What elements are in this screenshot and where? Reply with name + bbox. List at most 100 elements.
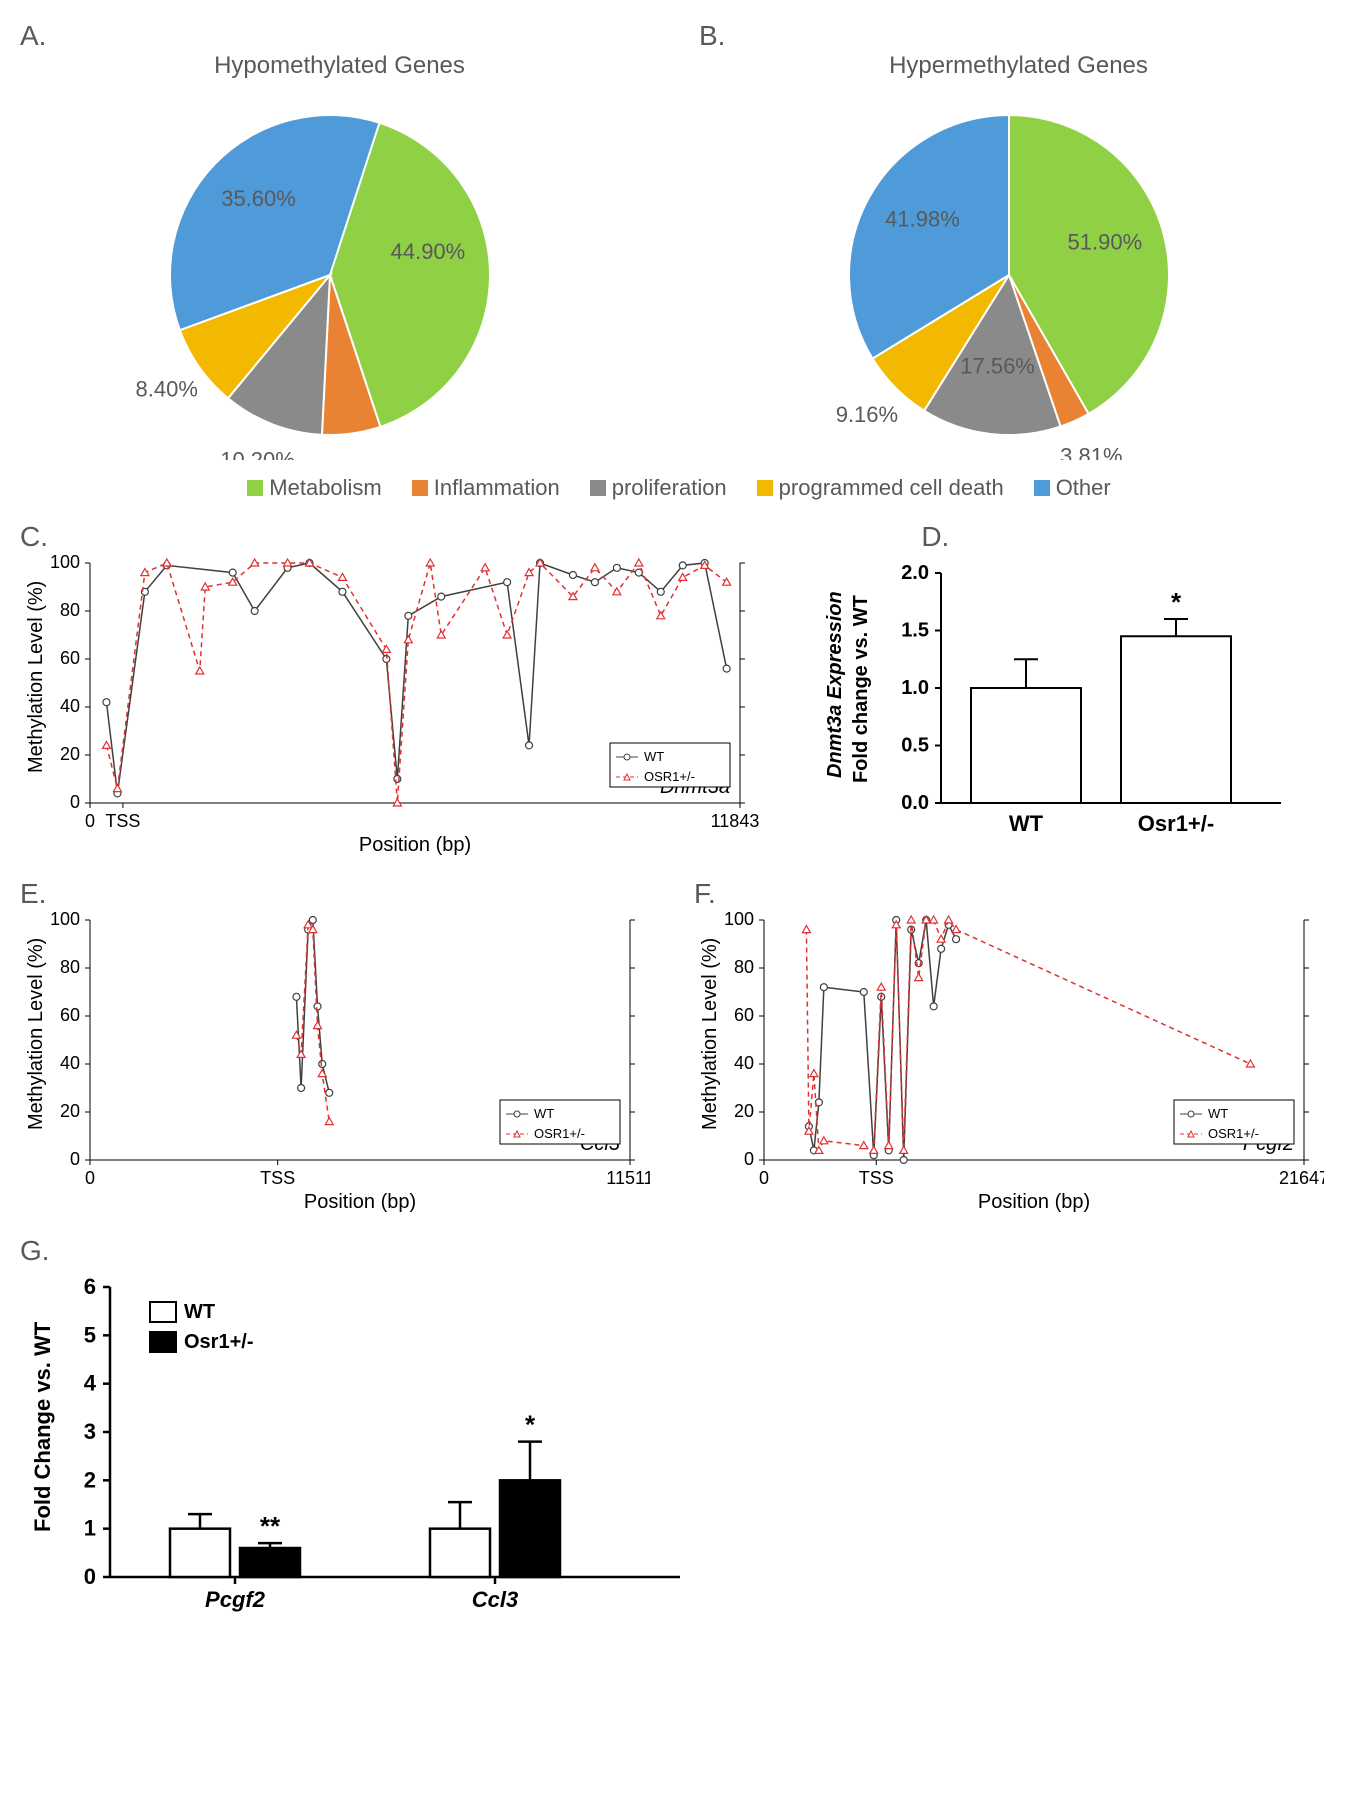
- svg-text:*: *: [525, 1410, 536, 1440]
- svg-text:Pcgf2: Pcgf2: [205, 1587, 266, 1612]
- svg-text:Methylation Level (%): Methylation Level (%): [25, 938, 47, 1130]
- svg-text:35.60%: 35.60%: [221, 186, 296, 211]
- svg-text:0: 0: [70, 792, 80, 812]
- svg-text:100: 100: [50, 910, 80, 929]
- legend-item: Metabolism: [247, 475, 381, 501]
- svg-text:17.56%: 17.56%: [960, 354, 1035, 379]
- svg-text:80: 80: [734, 957, 754, 977]
- svg-text:0: 0: [84, 1564, 96, 1589]
- chart-e-svg: 0204060801000TSS11511Methylation Level (…: [20, 910, 650, 1220]
- panel-a: A. Hypomethylated Genes 44.90% 5.90% 10.20…: [20, 20, 659, 465]
- svg-text:**: **: [260, 1511, 281, 1541]
- svg-text:WT: WT: [534, 1106, 554, 1121]
- svg-text:Methylation Level (%): Methylation Level (%): [25, 581, 47, 773]
- panel-b-title: Hypermethylated Genes: [699, 52, 1338, 80]
- panel-f-label: F.: [694, 878, 1338, 910]
- legend-item: Inflammation: [412, 475, 560, 501]
- pie-legend: Metabolism Inflammation proliferation progr…: [20, 475, 1338, 501]
- svg-text:20: 20: [60, 744, 80, 764]
- panel-g: G. 0123456Fold Change vs. WT**Pcgf2*Ccl3…: [20, 1235, 1338, 1632]
- svg-text:100: 100: [724, 910, 754, 929]
- svg-text:Position (bp): Position (bp): [978, 1191, 1090, 1213]
- panel-e: E. 0204060801000TSS11511Methylation Leve…: [20, 878, 664, 1225]
- pie-row: A. Hypomethylated Genes 44.90% 5.90% 10.20…: [20, 20, 1338, 465]
- pie-b-svg: 51.90%3.81%17.56%9.16%41.98%: [699, 80, 1319, 460]
- row-ef: E. 0 20 40 60 80 100 0 TSS 11511 Methylation Leve…: [20, 878, 1338, 1225]
- svg-text:2: 2: [84, 1467, 96, 1492]
- svg-text:80: 80: [60, 600, 80, 620]
- svg-text:44.90%: 44.90%: [391, 239, 466, 264]
- svg-text:0: 0: [85, 811, 95, 831]
- svg-text:Fold change vs. WT: Fold change vs. WT: [850, 595, 872, 783]
- svg-text:11511: 11511: [606, 1168, 650, 1188]
- svg-text:TSS: TSS: [105, 811, 140, 831]
- panel-f: F. 0204060801000TSS21647Methylation Leve…: [694, 878, 1338, 1225]
- figure-root: A. Hypomethylated Genes 44.90% 5.90% 10.20…: [20, 20, 1338, 1632]
- svg-text:10.20%: 10.20%: [220, 447, 295, 460]
- svg-text:100: 100: [50, 553, 80, 572]
- svg-text:*: *: [1171, 587, 1182, 617]
- svg-text:0.5: 0.5: [902, 735, 930, 757]
- legend-swatch: [757, 480, 773, 496]
- legend-label: Inflammation: [434, 475, 560, 501]
- svg-text:6: 6: [84, 1274, 96, 1299]
- panel-a-title: Hypomethylated Genes: [20, 52, 659, 80]
- svg-text:TSS: TSS: [859, 1168, 894, 1188]
- legend-label: Metabolism: [269, 475, 381, 501]
- legend-item: programmed cell death: [757, 475, 1004, 501]
- svg-text:Osr1+/-: Osr1+/-: [1138, 811, 1214, 836]
- svg-text:WT: WT: [1009, 811, 1044, 836]
- svg-text:Ccl3: Ccl3: [472, 1587, 518, 1612]
- svg-text:Position (bp): Position (bp): [359, 834, 471, 856]
- panel-c: C. 0204060801000TSS118436Methylation Lev…: [20, 521, 771, 868]
- svg-text:5: 5: [84, 1322, 96, 1347]
- svg-text:60: 60: [60, 648, 80, 668]
- legend-item: proliferation: [590, 475, 727, 501]
- svg-text:1.5: 1.5: [902, 620, 930, 642]
- svg-text:0: 0: [85, 1168, 95, 1188]
- legend-item: Other: [1034, 475, 1111, 501]
- svg-text:4: 4: [84, 1371, 97, 1396]
- panel-e-label: E.: [20, 878, 664, 910]
- chart-c-svg: 0204060801000TSS118436Methylation Level …: [20, 553, 760, 863]
- svg-text:Position (bp): Position (bp): [304, 1191, 416, 1213]
- panel-b-label: B.: [699, 20, 1338, 52]
- chart-g-svg: 0123456Fold Change vs. WT**Pcgf2*Ccl3WTO…: [20, 1267, 700, 1627]
- legend-swatch: [412, 480, 428, 496]
- chart-d-svg: 0.00.51.01.52.0WT*Osr1+/-Dnmt3a Expressi…: [801, 553, 1301, 853]
- svg-text:Osr1+/-: Osr1+/-: [184, 1331, 253, 1353]
- svg-text:60: 60: [734, 1005, 754, 1025]
- svg-text:WT: WT: [1208, 1106, 1228, 1121]
- svg-text:WT: WT: [184, 1301, 215, 1323]
- svg-text:0: 0: [744, 1149, 754, 1169]
- svg-text:OSR1+/-: OSR1+/-: [644, 769, 695, 784]
- svg-text:20: 20: [734, 1101, 754, 1121]
- legend-label: programmed cell death: [779, 475, 1004, 501]
- svg-text:1: 1: [84, 1516, 96, 1541]
- panel-g-label: G.: [20, 1235, 1338, 1267]
- svg-text:9.16%: 9.16%: [836, 402, 898, 427]
- row-cd: C. 0204060801000TSS118436Methylation Lev…: [20, 521, 1338, 868]
- svg-text:1.0: 1.0: [902, 677, 930, 699]
- legend-swatch: [590, 480, 606, 496]
- panel-b: B. Hypermethylated Genes 51.90%3.81%17.5…: [699, 20, 1338, 465]
- svg-text:21647: 21647: [1279, 1168, 1324, 1188]
- svg-text:3.81%: 3.81%: [1060, 443, 1122, 460]
- svg-text:5.90%: 5.90%: [326, 459, 388, 460]
- legend-swatch: [247, 480, 263, 496]
- svg-text:118436: 118436: [711, 811, 760, 831]
- svg-text:0: 0: [759, 1168, 769, 1188]
- legend-swatch: [1034, 480, 1050, 496]
- panel-d: D. 0.00.51.01.52.0WT*Osr1+/-Dnmt3a Expre…: [801, 521, 1338, 858]
- chart-f-svg: 0204060801000TSS21647Methylation Level (…: [694, 910, 1324, 1220]
- svg-text:TSS: TSS: [260, 1168, 295, 1188]
- svg-text:OSR1+/-: OSR1+/-: [534, 1126, 585, 1141]
- svg-text:Fold Change vs. WT: Fold Change vs. WT: [30, 1321, 55, 1532]
- legend-label: Other: [1056, 475, 1111, 501]
- svg-text:0.0: 0.0: [902, 792, 930, 814]
- panel-a-label: A.: [20, 20, 659, 52]
- legend-label: proliferation: [612, 475, 727, 501]
- svg-text:40: 40: [60, 1053, 80, 1073]
- svg-text:OSR1+/-: OSR1+/-: [1208, 1126, 1259, 1141]
- svg-text:2.0: 2.0: [902, 562, 930, 584]
